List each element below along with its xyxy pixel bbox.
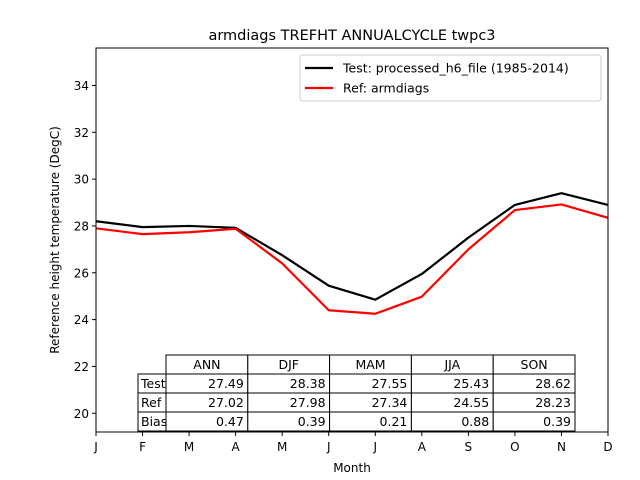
table-cell-value: 27.98 bbox=[290, 395, 326, 410]
x-tick-label: N bbox=[557, 440, 566, 454]
y-tick-label: 24 bbox=[74, 313, 89, 327]
axes-frame bbox=[95, 47, 609, 433]
y-tick-label: 20 bbox=[74, 407, 89, 421]
y-tick-label: 26 bbox=[74, 266, 89, 280]
y-tick-label: 34 bbox=[74, 79, 89, 93]
y-tick-label: 32 bbox=[74, 126, 89, 140]
x-tick-label: A bbox=[232, 440, 241, 454]
y-axis-label: Reference height temperature (DegC) bbox=[48, 126, 62, 354]
table-cell-value: 0.88 bbox=[461, 414, 489, 429]
table-cell-value: 27.34 bbox=[372, 395, 408, 410]
y-tick-label: 30 bbox=[74, 173, 89, 187]
stats-table: ANN DJF MAM JJA SON Test 27.49 28.38 27.55 25.43 2… bbox=[137, 354, 576, 432]
x-tick-label: J bbox=[93, 440, 98, 454]
table-cell-value: 25.43 bbox=[453, 376, 489, 391]
x-tick-label: S bbox=[465, 440, 473, 454]
table-col-label: JJA bbox=[443, 357, 460, 372]
legend: Test: processed_h6_file (1985-2014) Ref: … bbox=[299, 54, 602, 102]
table-cell-value: 28.62 bbox=[535, 376, 571, 391]
table-col-label: SON bbox=[521, 357, 548, 372]
table-col-label: DJF bbox=[278, 357, 299, 372]
x-tick-label: F bbox=[139, 440, 146, 454]
table-row-label: Bias bbox=[141, 414, 167, 429]
x-tick-label: M bbox=[277, 440, 287, 454]
table-col-label: MAM bbox=[355, 357, 385, 372]
table-cell-value: 28.23 bbox=[535, 395, 571, 410]
table-cell-value: 27.49 bbox=[208, 376, 244, 391]
table-cell-value: 27.55 bbox=[372, 376, 408, 391]
x-tick-label: J bbox=[326, 440, 331, 454]
table-cell-value: 0.39 bbox=[543, 414, 571, 429]
series-line-test bbox=[95, 192, 609, 301]
x-axis-label: Month bbox=[333, 461, 371, 475]
table-cell-value: 27.02 bbox=[208, 395, 244, 410]
legend-entry: Test: processed_h6_file (1985-2014) bbox=[342, 61, 569, 76]
x-tick-label: O bbox=[510, 440, 519, 454]
series-line-ref bbox=[95, 203, 609, 315]
x-tick-label: D bbox=[603, 440, 612, 454]
table-row-label: Test bbox=[140, 376, 166, 391]
table-cell-value: 0.21 bbox=[380, 414, 408, 429]
y-tick-label: 22 bbox=[74, 360, 89, 374]
table-cell-value: 24.55 bbox=[453, 395, 489, 410]
table-cell-value: 28.38 bbox=[290, 376, 326, 391]
y-tick-label: 28 bbox=[74, 219, 89, 233]
legend-box bbox=[299, 54, 602, 102]
table-cell bbox=[492, 411, 576, 432]
x-tick-label: A bbox=[418, 440, 427, 454]
table-cell-value: 0.47 bbox=[216, 414, 244, 429]
chart-title: armdiags TREFHT ANNUALCYCLE twpc3 bbox=[208, 28, 495, 44]
x-tick-label: M bbox=[184, 440, 194, 454]
table-row-label: Ref bbox=[141, 395, 162, 410]
table-cell-value: 0.39 bbox=[298, 414, 326, 429]
table-col-label: ANN bbox=[193, 357, 220, 372]
legend-entry: Ref: armdiags bbox=[343, 81, 429, 96]
x-tick-label: J bbox=[372, 440, 377, 454]
